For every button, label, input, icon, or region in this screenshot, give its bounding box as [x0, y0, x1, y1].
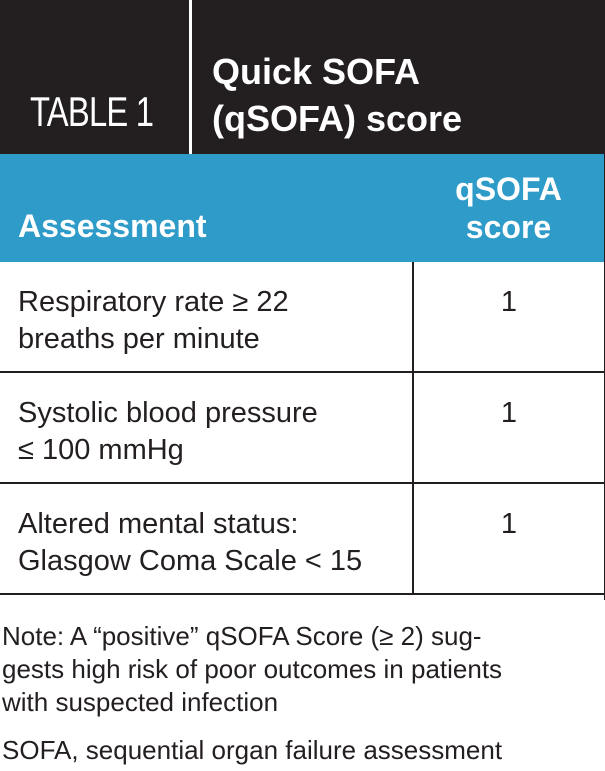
qsofa-table: TABLE 1 Quick SOFA (qSOFA) score Assessm…	[0, 0, 605, 600]
column-divider	[412, 484, 414, 593]
table-title-line1: Quick SOFA	[212, 51, 421, 92]
header-divider	[189, 0, 192, 154]
assessment-text: Systolic blood pressure	[18, 397, 318, 429]
table-row: Altered mental status: Glasgow Coma Scal…	[0, 484, 604, 595]
assessment-text: Altered mental status:	[18, 508, 299, 540]
table-header: TABLE 1 Quick SOFA (qSOFA) score	[0, 0, 604, 154]
assessment-cell: Respiratory rate ≥ 22 breaths per minute	[18, 284, 398, 358]
table-note: Note: A “positive” qSOFA Score (≥ 2) sug…	[2, 620, 600, 719]
note-line: Note: A “positive” qSOFA Score (≥ 2) sug…	[2, 621, 482, 651]
note-line: gests high risk of poor outcomes in pati…	[2, 654, 503, 684]
column-header-score-line1: qSOFA	[455, 171, 562, 207]
assessment-text: ≤ 100 mmHg	[18, 434, 184, 466]
assessment-text: Respiratory rate ≥ 22	[18, 286, 289, 318]
score-cell: 1	[500, 286, 518, 318]
column-header-assessment: Assessment	[18, 208, 207, 244]
column-divider	[412, 373, 414, 482]
column-header-row: Assessment qSOFA score	[0, 154, 604, 262]
table-row: Respiratory rate ≥ 22 breaths per minute…	[0, 262, 604, 373]
table-row: Systolic blood pressure ≤ 100 mmHg 1	[0, 373, 604, 484]
table-title-line2: (qSOFA) score	[212, 98, 463, 139]
score-cell: 1	[500, 508, 518, 540]
assessment-cell: Systolic blood pressure ≤ 100 mmHg	[18, 395, 398, 469]
assessment-cell: Altered mental status: Glasgow Coma Scal…	[18, 506, 398, 580]
table-label: TABLE 1	[30, 88, 154, 135]
column-header-score: qSOFA score	[413, 170, 604, 246]
note-line: with suspected infection	[2, 687, 279, 717]
assessment-text: Glasgow Coma Scale < 15	[18, 545, 363, 577]
column-header-score-line2: score	[465, 209, 552, 245]
score-cell: 1	[500, 397, 518, 429]
table-title: Quick SOFA (qSOFA) score	[212, 48, 592, 142]
column-divider	[412, 262, 414, 371]
abbreviation-footnote: SOFA, sequential organ failure assessmen…	[2, 735, 503, 765]
assessment-text: breaths per minute	[18, 323, 260, 355]
